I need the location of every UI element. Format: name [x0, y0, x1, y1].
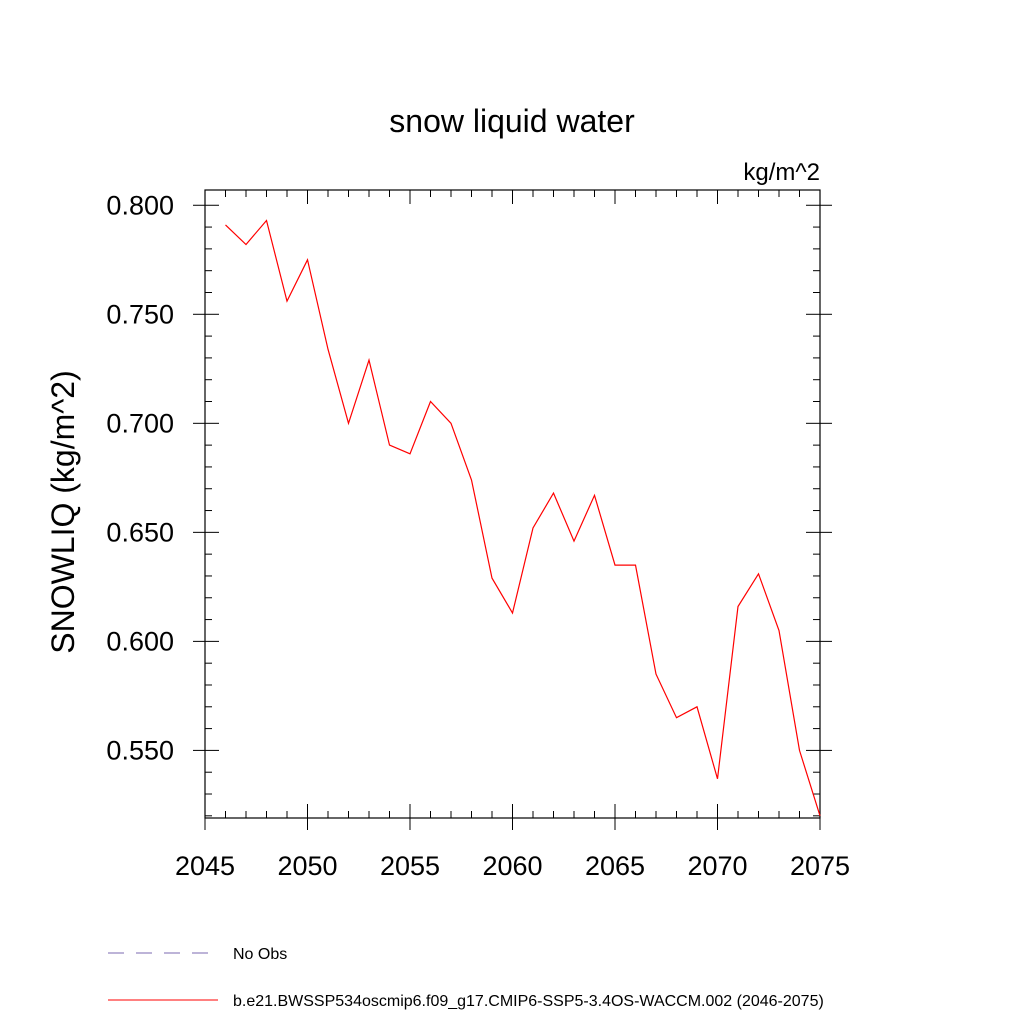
y-tick-label: 0.650	[106, 517, 174, 547]
legend: No Obs b.e21.BWSSP534oscmip6.f09_g17.CMIP…	[108, 946, 824, 1010]
x-tick-label: 2070	[687, 851, 747, 881]
series-layer	[225, 219, 821, 816]
x-tick-label: 2060	[482, 851, 542, 881]
y-tick-label: 0.600	[106, 626, 174, 656]
x-tick-label: 2065	[585, 851, 645, 881]
x-tick-label: 2045	[175, 851, 235, 881]
y-tick-label: 0.550	[106, 735, 174, 765]
y-tick-label: 0.800	[106, 190, 174, 220]
y-tick-label: 0.750	[106, 299, 174, 329]
y-axis-label: SNOWLIQ (kg/m^2)	[45, 370, 81, 653]
axes: 2045 2050 2055 2060 2065 2070 2075 0.550 0.600 0.…	[106, 189, 850, 881]
legend-label: No Obs	[233, 946, 287, 963]
plot-frame	[204, 189, 821, 819]
x-tick-label: 2075	[790, 851, 850, 881]
x-tick-label: 2055	[380, 851, 440, 881]
legend-label: b.e21.BWSSP534oscmip6.f09_g17.CMIP6-SSP5…	[233, 993, 824, 1010]
series-line	[225, 219, 821, 816]
y-tick-label: 0.700	[106, 408, 174, 438]
units-label: kg/m^2	[743, 159, 820, 186]
chart-title: snow liquid water	[389, 103, 635, 139]
x-tick-label: 2050	[277, 851, 337, 881]
